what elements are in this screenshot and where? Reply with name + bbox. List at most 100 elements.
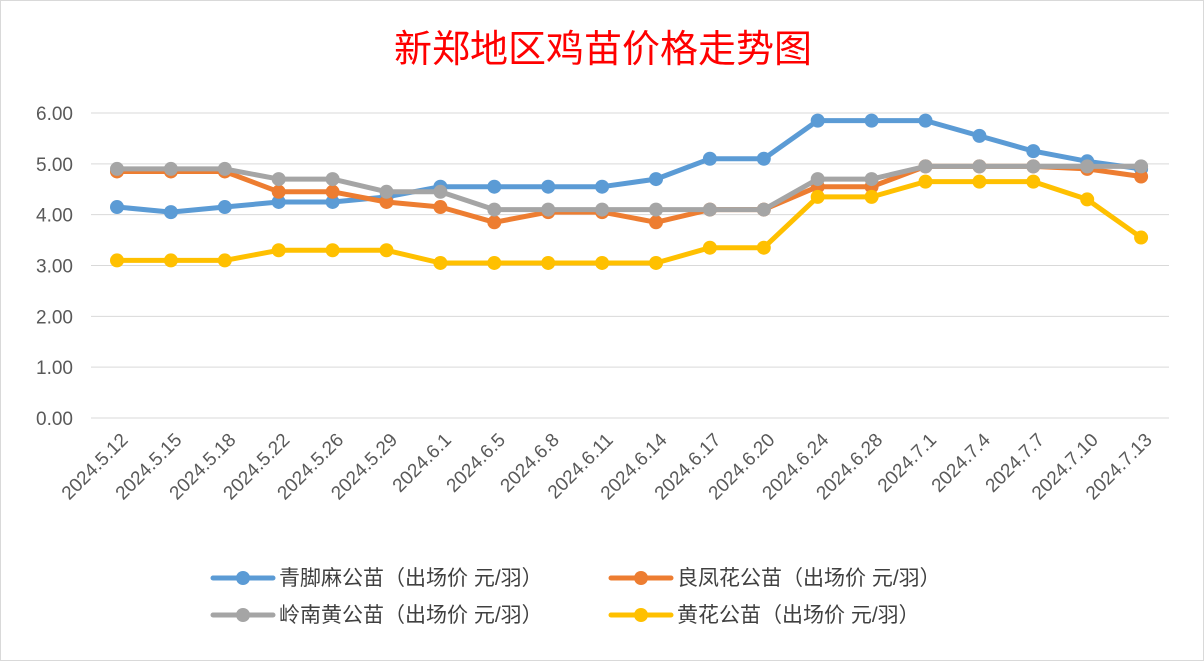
data-point: [325, 243, 340, 258]
series-2: [110, 159, 1149, 217]
data-point: [702, 151, 717, 166]
data-point: [810, 172, 825, 187]
legend-swatch-marker: [236, 571, 250, 585]
data-point: [110, 200, 124, 215]
data-point: [541, 255, 556, 270]
data-point: [1026, 159, 1041, 174]
data-point: [918, 113, 933, 128]
data-point: [1134, 230, 1149, 245]
legend-swatch-marker: [236, 608, 250, 622]
legend-label: 黄花公苗（出场价 元/羽）: [677, 604, 920, 627]
data-point: [810, 113, 825, 128]
data-point: [487, 255, 502, 270]
data-point: [110, 161, 124, 176]
data-point: [756, 240, 771, 255]
data-point: [163, 205, 178, 220]
data-point: [110, 253, 124, 268]
data-point: [217, 253, 232, 268]
legend-label: 良凤花公苗（出场价 元/羽）: [677, 567, 941, 590]
data-point: [325, 194, 340, 209]
data-point: [864, 113, 879, 128]
data-point: [649, 202, 663, 217]
legend-label: 青脚麻公苗（出场价 元/羽）: [279, 567, 543, 590]
data-point: [1134, 159, 1149, 174]
data-point: [702, 240, 717, 255]
data-point: [1080, 159, 1095, 174]
data-point: [810, 189, 825, 204]
data-point: [433, 255, 448, 270]
legend: 青脚麻公苗（出场价 元/羽） 良凤花公苗（出场价 元/羽） 岭南黄公苗（出场价 元/…: [210, 567, 941, 627]
series-3: [110, 174, 1149, 270]
data-point: [864, 172, 879, 187]
series-line: [114, 179, 1144, 266]
data-point: [864, 189, 879, 204]
series-line: [114, 163, 1144, 225]
y-tick-label: 5.00: [36, 155, 73, 176]
data-point: [271, 184, 286, 199]
data-point: [487, 202, 502, 217]
y-tick-label: 4.00: [36, 206, 73, 227]
data-point: [649, 172, 663, 187]
data-point: [649, 215, 663, 230]
data-point: [756, 202, 771, 217]
data-point: [1026, 174, 1041, 189]
data-point: [1026, 144, 1041, 159]
gridlines: [91, 112, 1169, 419]
data-point: [918, 159, 933, 174]
data-point: [595, 179, 610, 194]
data-point: [972, 174, 987, 189]
series-1: [110, 159, 1149, 230]
data-point: [487, 215, 502, 230]
y-axis-ticks: 0.00 1.00 2.00 3.00 4.00 5.00 6.00: [36, 104, 73, 430]
data-point: [972, 128, 987, 143]
data-point: [972, 159, 987, 174]
data-point: [379, 184, 394, 199]
legend-label: 岭南黄公苗（出场价 元/羽）: [279, 604, 543, 627]
data-point: [918, 174, 933, 189]
data-point: [595, 202, 610, 217]
data-point: [271, 172, 286, 187]
data-point: [325, 172, 340, 187]
data-point: [217, 200, 232, 215]
data-point: [487, 179, 502, 194]
data-point: [379, 194, 394, 209]
data-point: [433, 200, 448, 215]
series-lines: [110, 113, 1149, 270]
legend-item: 青脚麻公苗（出场价 元/羽）: [210, 567, 543, 590]
legend-swatch-marker: [634, 571, 648, 585]
data-point: [649, 255, 663, 270]
x-tick-label: 2024.6.5: [443, 430, 510, 497]
chart-title: 新郑地区鸡苗价格走势图: [394, 29, 812, 71]
y-tick-label: 2.00: [36, 307, 73, 328]
data-point: [1134, 169, 1149, 184]
data-point: [541, 179, 556, 194]
data-point: [756, 151, 771, 166]
series-line: [114, 163, 1144, 213]
data-point: [163, 161, 178, 176]
series-line: [114, 118, 1144, 215]
data-point: [433, 184, 448, 199]
data-point: [271, 194, 286, 209]
x-tick-label: 2024.6.1: [389, 430, 456, 497]
data-point: [1080, 192, 1095, 207]
data-point: [163, 253, 178, 268]
data-point: [595, 255, 610, 270]
data-point: [271, 243, 286, 258]
data-point: [217, 161, 232, 176]
legend-item: 黄花公苗（出场价 元/羽）: [608, 604, 920, 627]
legend-swatch-marker: [634, 608, 648, 622]
x-tick-label: 2024.7.1: [874, 430, 941, 497]
data-point: [325, 184, 340, 199]
data-point: [702, 202, 717, 217]
x-axis-ticks: 2024.5.122024.5.152024.5.182024.5.222024…: [58, 429, 1157, 504]
y-tick-label: 6.00: [36, 104, 73, 125]
y-tick-label: 0.00: [36, 409, 73, 430]
legend-item: 良凤花公苗（出场价 元/羽）: [608, 567, 941, 590]
y-tick-label: 3.00: [36, 257, 73, 278]
legend-item: 岭南黄公苗（出场价 元/羽）: [210, 604, 543, 627]
y-tick-label: 1.00: [36, 358, 73, 379]
data-point: [379, 243, 394, 258]
data-point: [541, 202, 556, 217]
